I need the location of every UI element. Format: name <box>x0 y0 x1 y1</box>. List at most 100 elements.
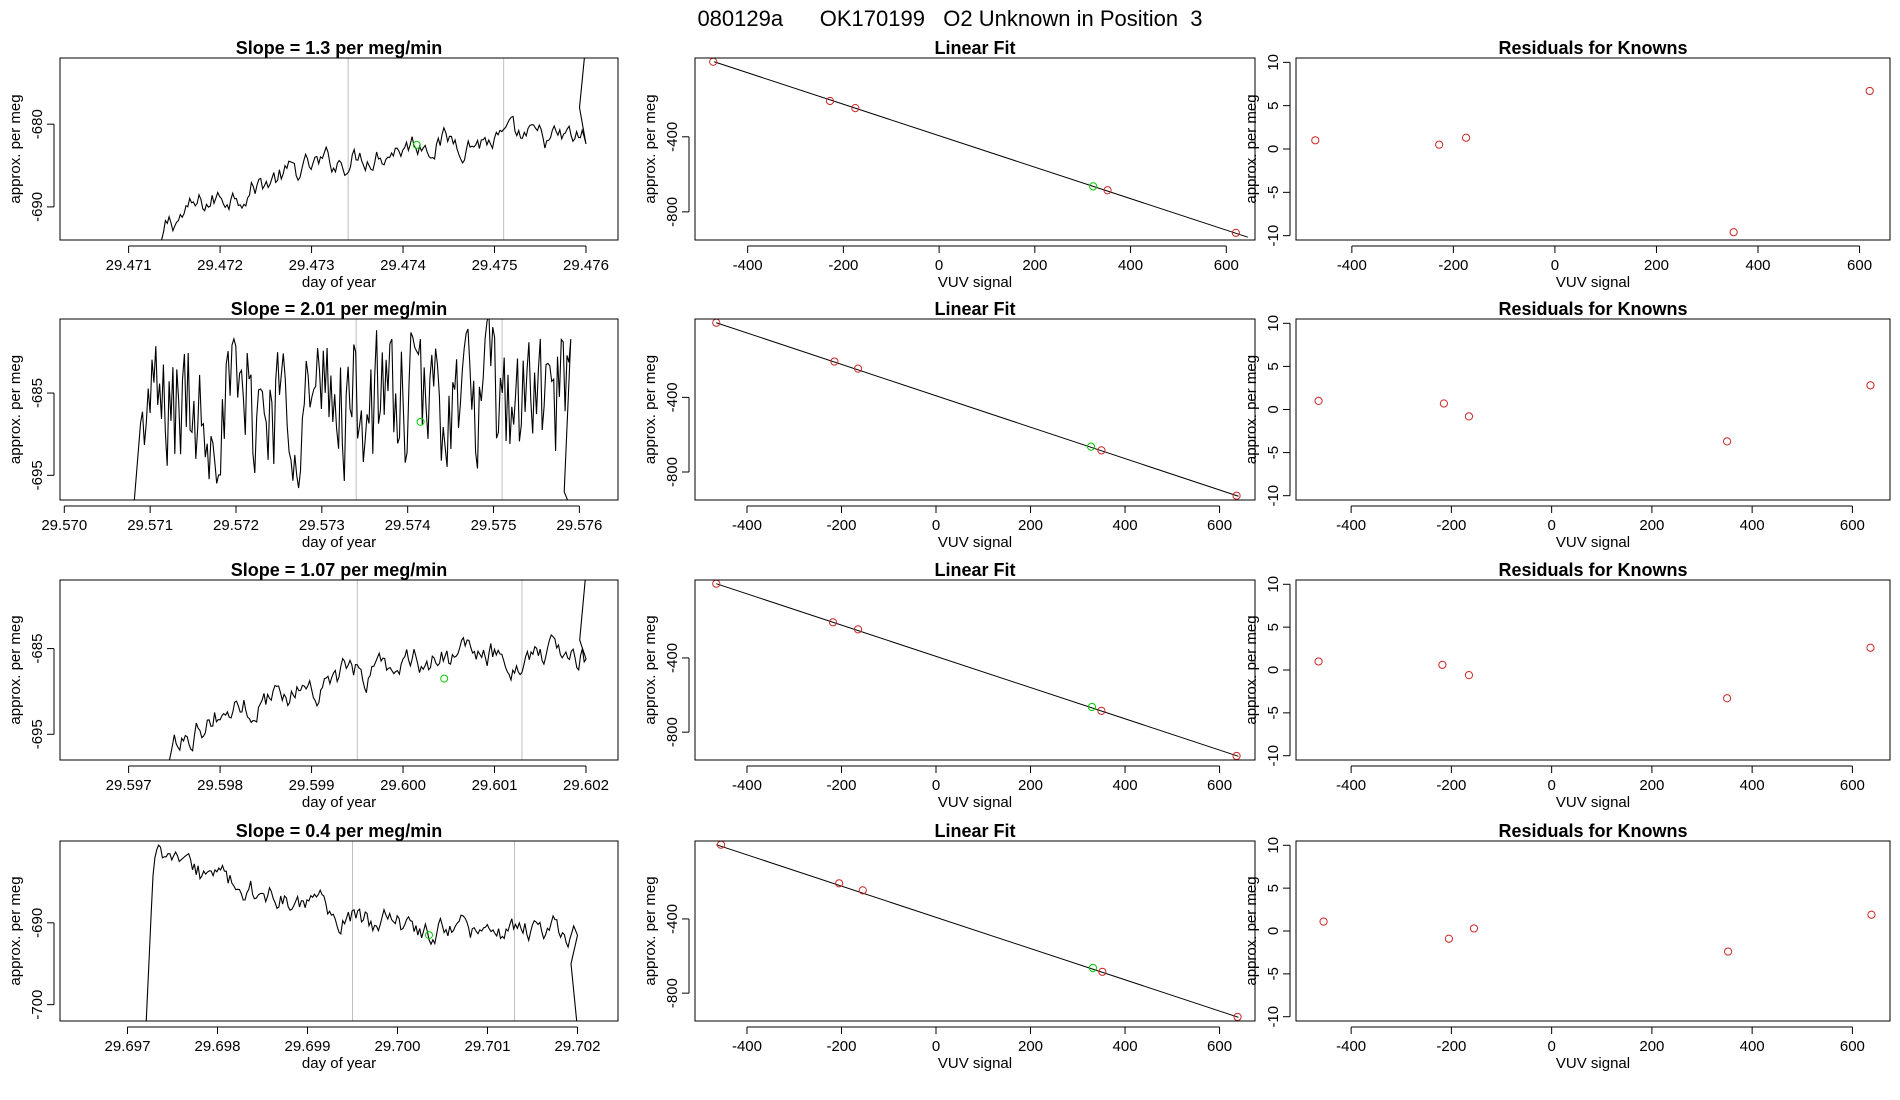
panel-res-row-3: Residuals for Knowns -400 -200 0 200 400 600 VU… <box>1243 821 1891 1072</box>
x-tick-label: 200 <box>1639 777 1664 794</box>
x-tick-label: 200 <box>1639 1038 1664 1055</box>
x-tick-label: 29.474 <box>380 257 426 274</box>
y-tick-label: -690 <box>29 908 46 938</box>
plot-area <box>712 319 1241 500</box>
x-tick-label: 0 <box>1547 777 1555 794</box>
x-axis-label: VUV signal <box>1556 794 1630 811</box>
plot-area <box>145 844 579 1021</box>
y-tick-label: -5 <box>1265 446 1282 459</box>
y-axis-label: approx. per meg <box>1243 355 1260 464</box>
x-tick-label: 600 <box>1207 517 1232 534</box>
plot-area <box>1314 381 1875 446</box>
residual-point <box>1438 660 1447 669</box>
plot-frame <box>1295 840 1891 1022</box>
residual-point <box>1469 924 1479 933</box>
y-tick-label: -685 <box>29 634 46 664</box>
x-tick-label: 400 <box>1113 1038 1138 1055</box>
x-tick-label: 600 <box>1847 257 1872 274</box>
y-tick-label: -685 <box>29 378 46 408</box>
x-tick-label: 200 <box>1639 517 1664 534</box>
plot-frame <box>1295 318 1891 501</box>
panels: Slope = 1.3 per meg/min 29.471 29.472 29.47… <box>7 38 1891 1072</box>
x-tick-label: -400 <box>733 257 763 274</box>
y-tick-label: 0 <box>1265 145 1282 153</box>
x-tick-label: 0 <box>1551 257 1559 274</box>
y-tick-label: 0 <box>1265 927 1282 935</box>
panel-fit-row-1: Linear Fit -400 -200 0 200 400 600 VUV signal -4… <box>642 299 1256 551</box>
panel-title: Residuals for Knowns <box>1498 299 1687 319</box>
y-tick-label: 5 <box>1265 884 1282 892</box>
unknown-point <box>440 674 449 683</box>
residual-point <box>1461 133 1471 142</box>
x-axis-label: VUV signal <box>1556 274 1630 291</box>
residual-point <box>1319 917 1328 926</box>
panel-res-row-0: Residuals for Knowns -400 -200 0 200 400 600 VU… <box>1243 38 1891 291</box>
x-tick-label: 0 <box>1547 1038 1555 1055</box>
y-axis-label: approx. per meg <box>1243 615 1260 724</box>
panel-title: Linear Fit <box>934 299 1015 319</box>
y-axis-label: approx. per meg <box>642 94 659 203</box>
x-tick-label: 29.702 <box>555 1038 601 1055</box>
x-tick-label: 29.701 <box>465 1038 511 1055</box>
fit-line <box>716 322 1239 497</box>
y-axis-label: approx. per meg <box>642 355 659 464</box>
x-tick-label: -400 <box>1336 777 1366 794</box>
x-tick-label: -200 <box>1436 517 1466 534</box>
known-point <box>1232 491 1241 500</box>
y-tick-label: 0 <box>1265 405 1282 413</box>
y-tick-label: -10 <box>1265 485 1282 507</box>
residual-point <box>1311 136 1320 145</box>
y-tick-label: 10 <box>1265 576 1282 593</box>
x-tick-label: 29.601 <box>472 777 518 794</box>
residual-point <box>1722 437 1732 446</box>
y-axis-label: approx. per meg <box>1243 94 1260 203</box>
y-tick-label: -5 <box>1265 706 1282 719</box>
known-point <box>851 103 860 113</box>
unknown-point <box>1089 182 1098 191</box>
y-tick-label: 10 <box>1265 54 1282 71</box>
residual-point <box>1435 140 1444 149</box>
y-axis-label: approx. per meg <box>642 615 659 724</box>
plot-frame <box>1295 579 1891 761</box>
y-tick-label: -10 <box>1265 225 1282 247</box>
x-axis-label: VUV signal <box>938 794 1012 811</box>
plot-frame <box>59 57 619 241</box>
x-axis-label: VUV signal <box>1556 1055 1630 1072</box>
x-tick-label: -400 <box>732 517 762 534</box>
y-tick-label: -680 <box>29 109 46 139</box>
data-trace <box>168 580 587 760</box>
residual-point <box>1729 228 1738 237</box>
x-tick-label: 0 <box>1547 517 1555 534</box>
panel-fit-row-0: Linear Fit -400 -200 0 200 400 600 VUV signal -4… <box>642 38 1256 291</box>
unknown-point <box>1087 702 1097 712</box>
panel-title: Residuals for Knowns <box>1498 38 1687 58</box>
plot-frame <box>694 57 1256 241</box>
x-tick-label: 29.573 <box>299 517 345 534</box>
y-tick-label: 10 <box>1265 315 1282 332</box>
fit-line <box>713 61 1248 238</box>
data-trace <box>160 58 587 240</box>
x-tick-label: 29.597 <box>106 777 152 794</box>
x-tick-label: 200 <box>1644 257 1669 274</box>
y-axis-label: approx. per meg <box>7 615 24 724</box>
known-point <box>830 357 839 366</box>
panel-title: Slope = 2.01 per meg/min <box>231 299 448 319</box>
y-axis-label: approx. per meg <box>7 94 24 203</box>
plot-area <box>168 580 587 760</box>
x-tick-label: 600 <box>1214 257 1239 274</box>
x-axis-label: VUV signal <box>938 274 1012 291</box>
plot-area <box>133 319 572 500</box>
unknown-point <box>425 931 433 940</box>
y-axis-label: approx. per meg <box>7 876 24 985</box>
plot-frame <box>694 840 1256 1022</box>
known-point <box>853 364 863 373</box>
y-axis-label: approx. per meg <box>1243 876 1260 985</box>
x-tick-label: 400 <box>1740 517 1765 534</box>
panel-fit-row-3: Linear Fit -400 -200 0 200 400 600 VUV signal -4… <box>642 821 1256 1072</box>
unknown-point <box>1088 963 1098 973</box>
x-tick-label: 29.699 <box>285 1038 331 1055</box>
panel-time-row-1: Slope = 2.01 per meg/min 29.570 29.571 29.5… <box>7 299 619 551</box>
plot-area <box>1319 910 1876 956</box>
x-tick-label: 0 <box>932 1038 940 1055</box>
